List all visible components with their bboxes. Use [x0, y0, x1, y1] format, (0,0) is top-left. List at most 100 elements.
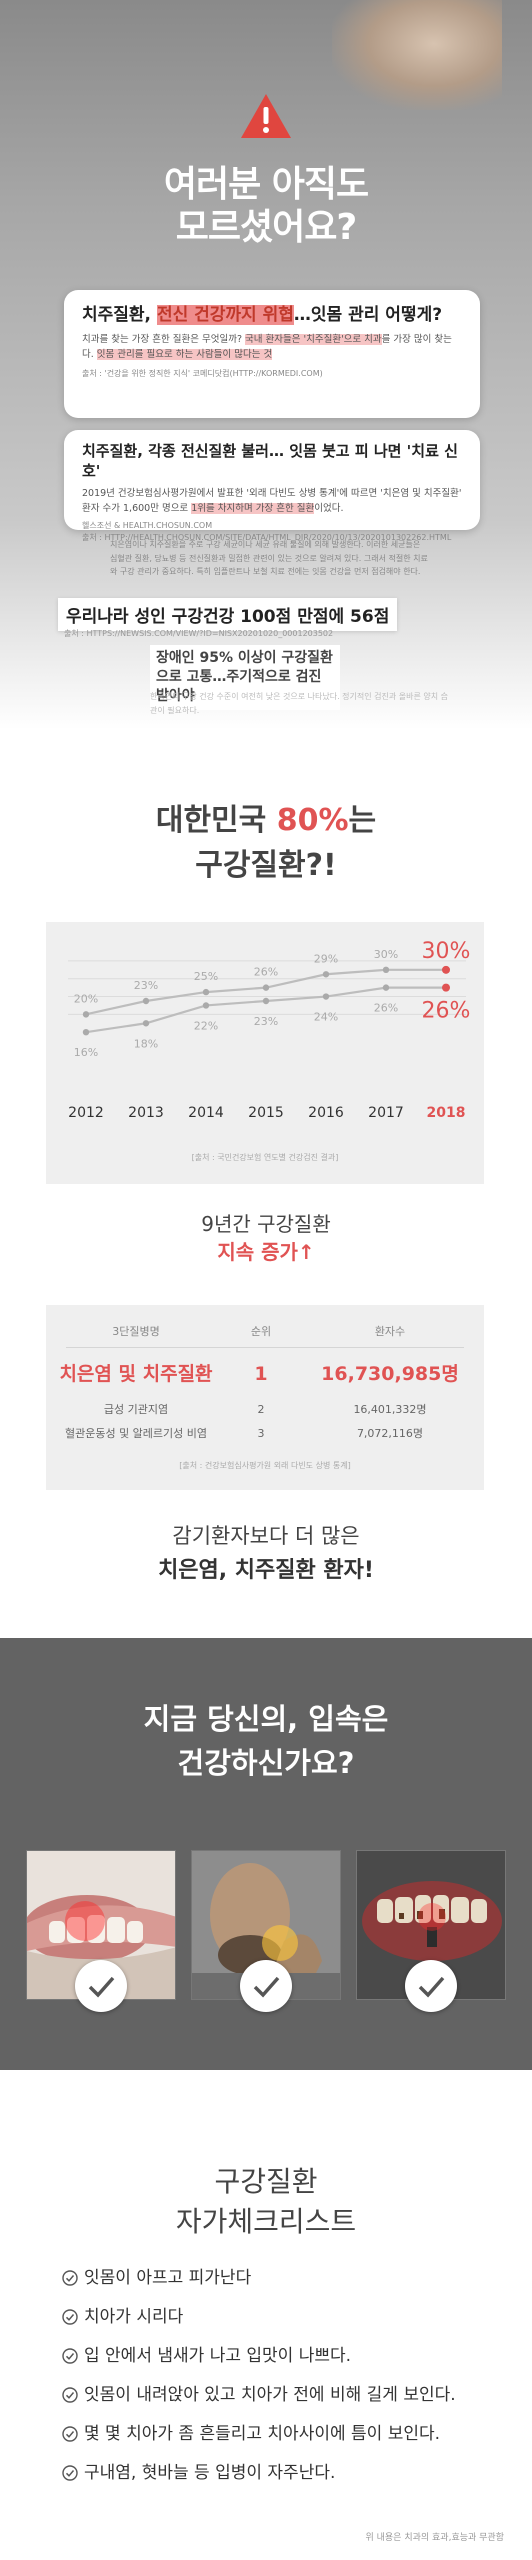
data-label: 26%: [254, 966, 278, 979]
check-icon: [88, 1976, 115, 1998]
series-2-point: [142, 1020, 150, 1027]
checklist-item-text: 구내염, 혓바늘 등 입병이 자주난다.: [84, 2463, 336, 2483]
series-2-point: [262, 997, 270, 1005]
data-label: 23%: [254, 1015, 278, 1028]
disease-rank-table: 3단질병명 순위 환자수 치은염 및 치주질환 1 16,730,985명 급성…: [46, 1305, 484, 1490]
list-item: 잇몸이 내려앉아 있고 치아가 전에 비해 길게 보인다.: [62, 2382, 456, 2408]
news-title-3: 우리나라 성인 구강건강 100점 만점에 56점: [58, 598, 398, 631]
check-circle-icon: [62, 2270, 78, 2286]
check-circle-icon: [62, 2426, 78, 2442]
chart-caption-line2: 지속 증가↑: [217, 1240, 315, 1264]
news-excerpt: 치은염이나 치주질환을 주로 구강 세균이나 세균 유래 물질에 의해 발생한다…: [110, 540, 428, 577]
checklist-item-text: 입 안에서 냄새가 나고 입맛이 나쁘다.: [84, 2346, 352, 2366]
check-circle-2: [240, 1960, 292, 2012]
check-circle-icon: [62, 2465, 78, 2481]
table-row: 혈관운동성 및 알레르기성 비염 3 7,072,116명: [46, 1421, 484, 1447]
x-tick-label: 2016: [308, 1105, 344, 1121]
chart-source: [출처 : 국민건강보험 연도별 건강검진 결과]: [192, 1152, 339, 1162]
news-card-1-body: 치과를 찾는 가장 흔한 질환은 무엇일까? 국내 환자들은 '치주질환'으로 …: [82, 334, 452, 361]
check-icon: [418, 1976, 445, 1998]
list-item: 잇몸이 아프고 피가난다: [62, 2265, 251, 2291]
news-card-2-source1: 헬스조선 & HEALTH.CHOSUN.COM: [82, 521, 213, 531]
x-tick-label: 2018: [427, 1105, 466, 1121]
news-card-2-headline: 치주질환, 각종 전신질환 불러… 잇몸 붓고 피 나면 '치료 신호': [82, 442, 458, 480]
checklist-item-text: 잇몸이 아프고 피가난다: [84, 2268, 252, 2288]
data-label: 24%: [314, 1011, 338, 1024]
table-header: 3단질병명 순위 환자수: [46, 1319, 484, 1345]
x-tick-label: 2015: [248, 1105, 284, 1121]
series-1-point: [82, 1011, 90, 1018]
table-source: [출처 : 건강보험심사평가원 외래 다빈도 상병 통계]: [179, 1461, 351, 1470]
news-card-1-headline: 치주질환, 전신 건강까지 위협…잇몸 관리 어떻게?: [82, 305, 443, 325]
table-divider: [66, 1347, 464, 1348]
series-2-point: [82, 1028, 90, 1036]
news-title-3-source: 출처 : HTTPS://NEWSIS.COM/VIEW/?ID=NISX202…: [64, 629, 334, 638]
list-item: 치아가 시리다: [62, 2304, 183, 2330]
data-label: 18%: [134, 1037, 158, 1050]
stats-title-line2: 구강질환?!: [195, 848, 337, 883]
check-circle-icon: [62, 2387, 78, 2403]
header-rank: 순위: [250, 1325, 272, 1338]
table-caption-line2: 치은염, 치주질환 환자!: [158, 1558, 374, 1583]
checklist-item-text: 치아가 시리다: [84, 2307, 184, 2327]
data-label: 16%: [74, 1046, 98, 1059]
data-label: 30%: [422, 939, 471, 964]
row-1-disease: 치은염 및 치주질환: [59, 1363, 213, 1385]
check-circle-1: [75, 1960, 127, 2012]
series-2-point: [322, 993, 330, 1000]
hero-photo: [332, 0, 502, 110]
data-label: 26%: [374, 1002, 398, 1015]
x-tick-label: 2013: [128, 1105, 164, 1121]
check-icon: [253, 1976, 280, 1998]
x-tick-label: 2012: [68, 1105, 104, 1121]
data-label: 22%: [194, 1019, 218, 1032]
check-circle-3: [405, 1960, 457, 2012]
header-count: 환자수: [374, 1325, 406, 1338]
news-card-1-source: 출처 : '건강을 위한 정직한 지식' 코메디닷컴(HTTP://KORMED…: [82, 369, 323, 379]
news-card-2-source2: 출처 : HTTP://HEALTH.CHOSUN.COM/SITE/DATA/…: [82, 532, 452, 542]
header-disease: 3단질병명: [112, 1325, 160, 1338]
series-1-point: [202, 988, 210, 996]
series-1-point: [442, 965, 450, 974]
series-1-point: [382, 966, 390, 974]
table-row: 급성 기관지염 2 16,401,332명: [46, 1397, 484, 1423]
warning-icon: [241, 94, 291, 138]
row-2-disease: 급성 기관지염: [103, 1403, 169, 1416]
checklist-footnote: 위 내용은 치과의 효과,효능과 무관함: [365, 2533, 504, 2543]
check-circle-icon: [62, 2309, 78, 2325]
series-1-point: [142, 997, 150, 1005]
x-tick-label: 2017: [368, 1105, 404, 1121]
checklist-title-line2: 자가체크리스트: [175, 2205, 357, 2238]
list-item: 구내염, 혓바늘 등 입병이 자주난다.: [62, 2460, 335, 2486]
trend-chart: 20% 23% 25% 26% 29% 30% 30% 16% 18% 22% 23% 24% 26% 2…: [46, 922, 484, 1184]
row-2-rank: 2: [257, 1403, 265, 1416]
news-card-1: 치주질환, 전신 건강까지 위협…잇몸 관리 어떻게? 치과를 찾는 가장 흔한…: [64, 290, 480, 418]
series-2-point: [202, 1002, 210, 1009]
row-2-count: 16,401,332명: [353, 1403, 427, 1416]
data-label: 25%: [194, 970, 218, 983]
trend-chart-svg: 20% 23% 25% 26% 29% 30% 30% 16% 18% 22% 23% 24% 26% 2…: [68, 939, 471, 1162]
stats-title-line1: 대한민국 80%는: [155, 803, 377, 838]
row-1-rank: 1: [254, 1363, 268, 1385]
series-1-point: [322, 971, 330, 978]
banner-title-line2: 건강하신가요?: [177, 1746, 355, 1780]
series-2-point: [442, 983, 450, 992]
news-card-2-body: 2019년 건강보험심사평가원에서 발표한 '외래 다빈도 상병 통계'에 따르…: [82, 488, 462, 515]
self-check-banner: 지금 당신의, 입속은 건강하신가요?: [0, 1638, 532, 2070]
checklist-item-text: 잇몸이 내려앉아 있고 치아가 전에 비해 길게 보인다.: [84, 2385, 456, 2405]
list-item: 입 안에서 냄새가 나고 입맛이 나쁘다.: [62, 2343, 351, 2369]
table-caption-line1: 감기환자보다 더 많은: [172, 1524, 360, 1548]
banner-title-line1: 지금 당신의, 입속은: [143, 1702, 389, 1736]
checklist-title-line1: 구강질환: [214, 2165, 318, 2198]
data-label: 20%: [74, 992, 98, 1005]
data-label: 26%: [422, 999, 471, 1024]
chart-caption-line1: 9년간 구강질환: [201, 1212, 331, 1236]
row-3-count: 7,072,116명: [356, 1427, 424, 1440]
news-subtitle: 장애인 95% 이상이 구강질환으로 고통…주기적으로 검진받아야: [150, 645, 340, 710]
table-row: 치은염 및 치주질환 1 16,730,985명: [46, 1357, 484, 1391]
series-1-point: [262, 984, 270, 991]
check-circle-icon: [62, 2348, 78, 2364]
data-label: 23%: [134, 979, 158, 992]
news-faded-text: 한국인의 구강 건강 수준이 여전히 낮은 것으로 나타났다. 정기적인 검진과…: [150, 692, 449, 715]
x-tick-label: 2014: [188, 1105, 224, 1121]
